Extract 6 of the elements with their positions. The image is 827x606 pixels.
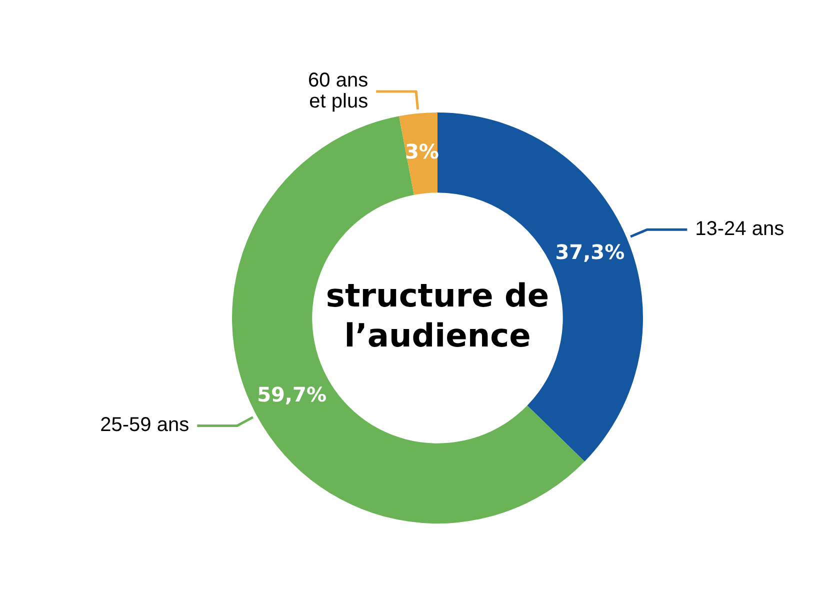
slice-label: 13-24 ans	[695, 218, 784, 240]
slice-label: 25-59 ans	[100, 414, 190, 436]
text: structure de l’audience	[326, 276, 550, 354]
data-label: 59,7%	[257, 382, 326, 407]
data-label: 37,3%	[555, 240, 625, 264]
slice-label: 60 ans et plus	[308, 70, 368, 113]
